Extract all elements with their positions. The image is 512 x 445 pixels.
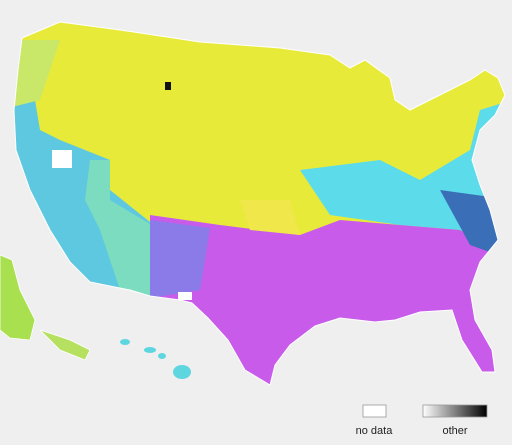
- alaska-peninsula: [39, 329, 91, 361]
- island: [144, 347, 156, 353]
- conterminous-us: [14, 22, 505, 385]
- other-area: [165, 82, 171, 90]
- hawaii: [120, 339, 191, 379]
- island: [158, 353, 166, 359]
- region-southwest: [85, 160, 160, 300]
- legend-no-data-swatch: [362, 404, 387, 418]
- legend-other-label: other: [442, 425, 467, 437]
- no-data-area: [178, 292, 192, 300]
- legend-no-data-label: no data: [356, 425, 394, 437]
- us-outline: [13, 21, 506, 386]
- alaska: [0, 254, 36, 341]
- island: [120, 339, 130, 345]
- no-data-area: [52, 150, 72, 168]
- island: [173, 365, 191, 379]
- legend-other-swatch: [422, 404, 488, 418]
- region-new-mexico: [150, 220, 210, 298]
- region-plains: [240, 200, 300, 235]
